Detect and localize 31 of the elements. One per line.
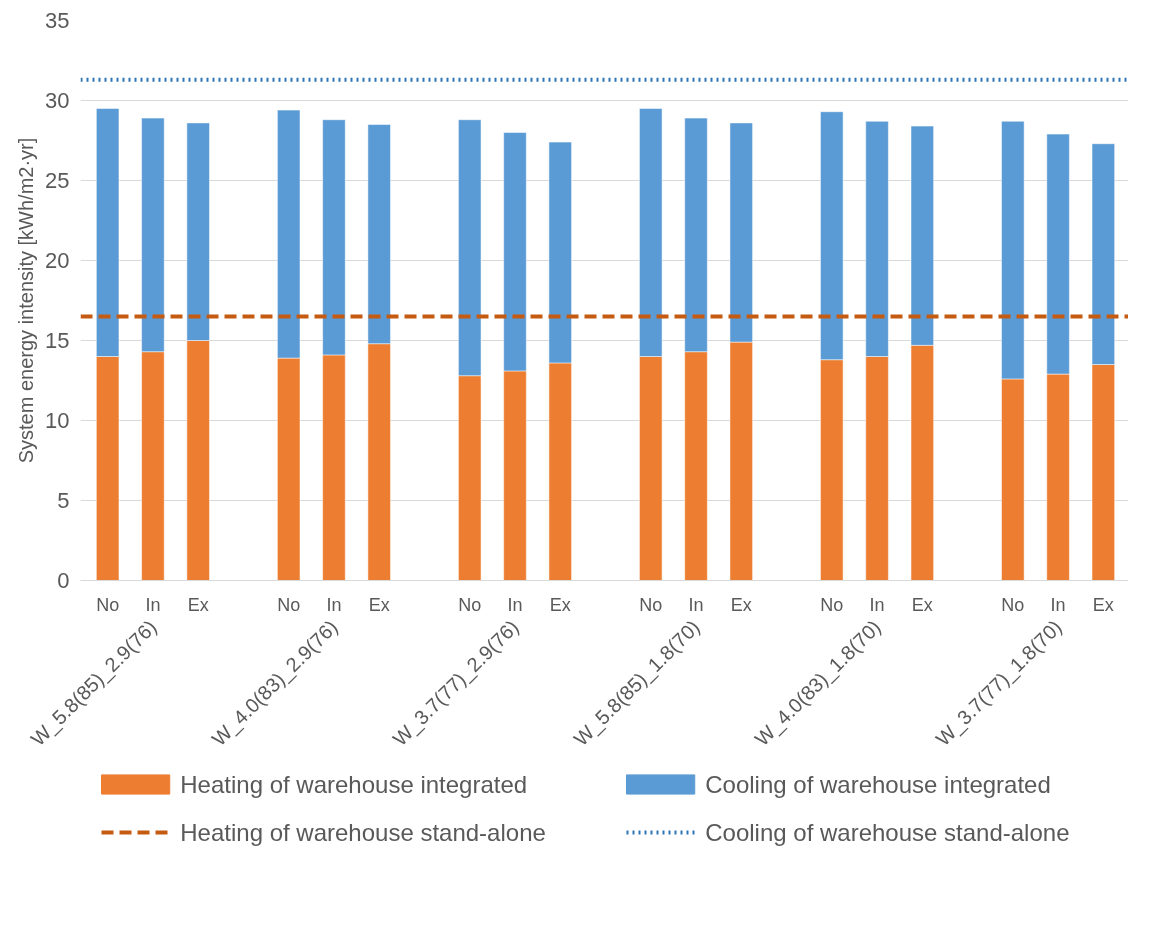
x-tick-label: In: [507, 594, 523, 615]
x-tick-label: Ex: [187, 594, 209, 615]
y-tick-label: 5: [57, 488, 70, 513]
y-tick-label: 35: [45, 8, 70, 33]
y-tick-label: 0: [57, 568, 70, 593]
legend-label: Heating of warehouse stand-alone: [180, 819, 546, 846]
x-tick-label: In: [869, 594, 885, 615]
x-tick-label: In: [326, 594, 342, 615]
x-tick-label: No: [1001, 594, 1025, 615]
x-tick-label: No: [96, 594, 120, 615]
x-tick-label: No: [820, 594, 844, 615]
y-tick-label: 30: [45, 88, 70, 113]
x-tick-label: No: [277, 594, 301, 615]
y-tick-label: 15: [45, 328, 70, 353]
y-tick-label: 10: [45, 408, 70, 433]
x-tick-label: No: [639, 594, 663, 615]
x-tick-label: In: [1050, 594, 1066, 615]
legend-label: Cooling of warehouse stand-alone: [705, 819, 1070, 846]
x-tick-label: Ex: [368, 594, 390, 615]
x-tick-label: No: [458, 594, 482, 615]
x-tick-label: In: [145, 594, 161, 615]
x-tick-label: Ex: [730, 594, 752, 615]
y-axis-title: System energy intensity [kWh/m2·yr]: [15, 137, 38, 464]
x-tick-label: Ex: [549, 594, 571, 615]
y-tick-label: 25: [45, 168, 70, 193]
x-tick-label: In: [688, 594, 704, 615]
legend-label: Heating of warehouse integrated: [180, 771, 528, 798]
y-tick-label: 20: [45, 248, 70, 273]
legend-label: Cooling of warehouse integrated: [705, 771, 1051, 798]
x-tick-label: Ex: [911, 594, 933, 615]
x-tick-label: Ex: [1092, 594, 1114, 615]
